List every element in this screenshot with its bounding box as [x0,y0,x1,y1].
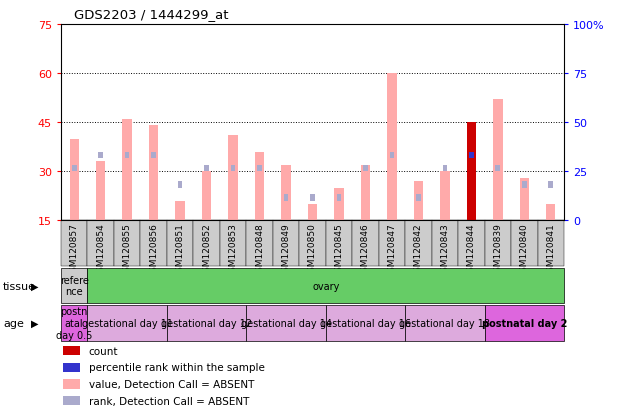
Bar [202,172,211,221]
Text: postn
atal
day 0.5: postn atal day 0.5 [56,306,92,340]
Bar [308,204,317,221]
Bar [520,178,529,221]
Bar [326,306,405,341]
Text: gestational day 11: gestational day 11 [81,318,172,328]
Bar [125,152,129,159]
Bar [352,221,379,266]
Bar [231,165,235,172]
Bar [96,162,105,221]
Bar [431,221,458,266]
Bar [257,165,262,172]
Bar [87,306,167,341]
Bar [416,195,420,201]
Bar [405,306,485,341]
Bar [255,152,264,221]
Bar [335,188,344,221]
Bar [220,221,246,266]
Bar [440,172,449,221]
Bar [122,120,132,221]
Bar [387,74,397,221]
Bar [114,221,140,266]
Bar [485,306,564,341]
Bar [522,182,527,188]
Bar [194,221,220,266]
Bar [281,165,290,221]
Bar [299,221,326,266]
Bar [63,347,79,356]
Bar [63,396,79,405]
Bar [493,100,503,221]
Bar [310,195,315,201]
Bar [69,139,79,221]
Bar [361,165,370,221]
Bar [379,221,405,266]
Bar [87,221,114,266]
Bar [149,126,158,221]
Bar [390,152,394,159]
Bar [98,152,103,159]
Bar [326,221,352,266]
Bar [549,182,553,188]
Text: refere
nce: refere nce [60,275,88,297]
Bar [546,204,556,221]
Bar [538,221,564,266]
Bar [283,195,288,201]
Text: postnatal day 2: postnatal day 2 [481,318,567,328]
Bar [469,152,474,159]
Bar [414,182,423,221]
Text: tissue: tissue [3,281,36,291]
Text: value, Detection Call = ABSENT: value, Detection Call = ABSENT [88,379,254,389]
Bar [458,221,485,266]
Bar [273,221,299,266]
Bar [63,363,79,372]
Bar [178,182,183,188]
Bar [467,123,476,221]
Bar [140,221,167,266]
Text: rank, Detection Call = ABSENT: rank, Detection Call = ABSENT [88,396,249,406]
Bar [442,165,447,172]
Bar [204,165,209,172]
Bar [176,201,185,221]
Text: age: age [3,318,24,328]
Text: gestational day 16: gestational day 16 [320,318,411,328]
Bar [495,165,500,172]
Bar [363,165,368,172]
Bar [405,221,431,266]
Bar [151,152,156,159]
Bar [61,268,87,304]
Text: percentile rank within the sample: percentile rank within the sample [88,363,265,373]
Text: GDS2203 / 1444299_at: GDS2203 / 1444299_at [74,8,228,21]
Text: ovary: ovary [312,281,340,291]
Bar [485,221,511,266]
Bar [228,136,238,221]
Bar [61,306,87,341]
Text: gestational day 18: gestational day 18 [399,318,490,328]
Bar [511,221,538,266]
Bar [246,221,273,266]
Bar [167,221,194,266]
Bar [337,195,342,201]
Text: ▶: ▶ [31,318,38,328]
Text: ▶: ▶ [31,281,38,291]
Text: count: count [88,346,118,356]
Bar [246,306,326,341]
Bar [61,221,87,266]
Text: gestational day 12: gestational day 12 [161,318,252,328]
Bar [63,380,79,389]
Text: gestational day 14: gestational day 14 [240,318,331,328]
Bar [167,306,246,341]
Bar [72,165,76,172]
